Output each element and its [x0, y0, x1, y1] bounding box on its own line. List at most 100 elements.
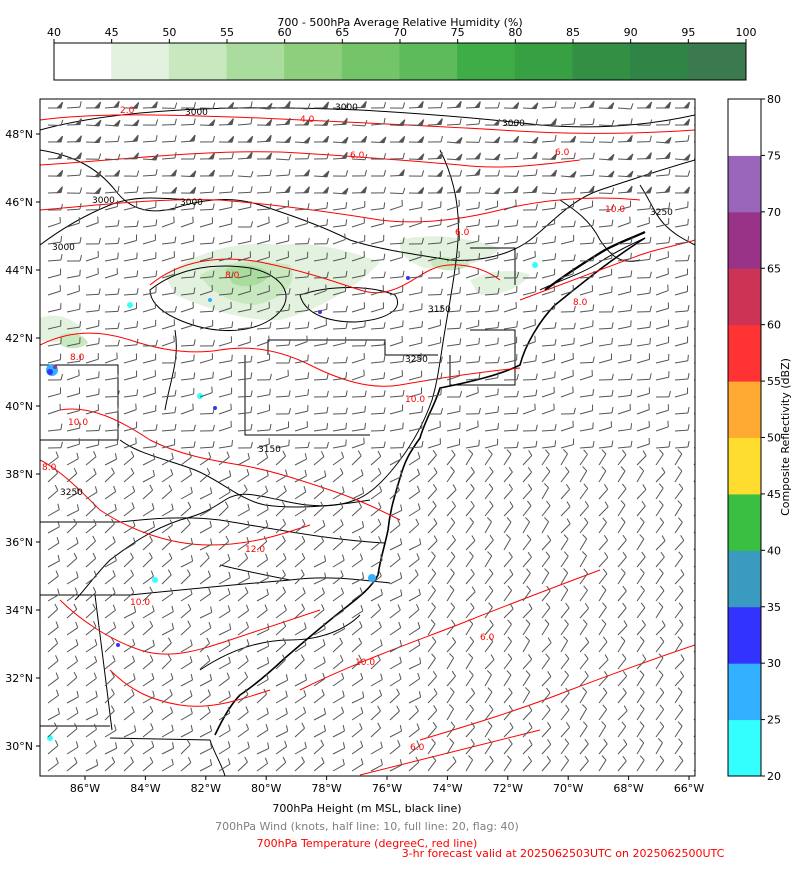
wind-barb — [199, 711, 211, 721]
wind-barb — [123, 394, 137, 398]
svg-text:3000: 3000 — [185, 108, 208, 118]
wind-barb — [617, 310, 631, 313]
wind-barb — [47, 456, 59, 466]
wind-barb — [503, 453, 512, 466]
wind-barb — [199, 392, 213, 398]
wind-barb — [142, 557, 153, 568]
wind-barb — [351, 428, 365, 432]
wind-barb — [85, 222, 99, 228]
wind-barb — [465, 573, 475, 585]
svg-text:6.0: 6.0 — [350, 151, 365, 161]
wind-barb — [446, 444, 460, 449]
rh-colorbar-cell — [457, 42, 516, 81]
longitude-label: 86°W — [70, 782, 100, 795]
wind-barb — [617, 640, 626, 653]
wind-barb — [294, 727, 305, 738]
wind-barb — [275, 696, 288, 704]
wind-barb — [85, 745, 97, 755]
wind-barb — [541, 192, 556, 195]
wind-barb — [408, 728, 420, 738]
wind-barb — [237, 542, 250, 551]
wind-barb — [541, 140, 555, 143]
wind-barb — [161, 157, 176, 160]
wind-barb — [256, 174, 271, 177]
wind-barb — [389, 595, 402, 602]
wind-barb — [85, 540, 96, 551]
wind-barb — [142, 429, 157, 432]
wind-barb — [389, 205, 403, 211]
wind-barb — [123, 574, 134, 585]
wind-barb — [598, 675, 609, 687]
wind-barb — [123, 293, 138, 296]
svg-text:3150: 3150 — [428, 305, 451, 315]
wind-barb — [617, 258, 631, 262]
wind-barb — [370, 764, 383, 772]
svg-text:8.0: 8.0 — [42, 463, 57, 473]
latitude-label: 46°N — [5, 196, 33, 209]
wind-barb — [142, 307, 156, 313]
wind-barb — [617, 710, 628, 721]
wind-barb — [47, 490, 59, 500]
wind-barb — [294, 360, 308, 364]
wind-barb — [389, 627, 402, 636]
wind-barb — [351, 626, 363, 636]
wind-barb — [180, 609, 192, 619]
wind-barb — [123, 744, 134, 755]
wind-barb — [427, 726, 437, 738]
wind-barb — [180, 744, 191, 755]
wind-barb — [142, 625, 153, 636]
wind-barb — [522, 691, 531, 704]
wind-barb — [427, 378, 441, 381]
wind-barb — [674, 206, 688, 211]
wind-barb — [104, 443, 118, 449]
wind-barb — [180, 344, 195, 347]
wind-barb — [579, 375, 593, 381]
wind-barb — [199, 508, 212, 517]
wind-barb — [142, 446, 156, 449]
wind-barb — [275, 713, 288, 721]
wind-barb — [351, 455, 362, 466]
wind-barb — [294, 508, 307, 517]
reflectivity-colorbar-tick-label: 25 — [767, 714, 781, 727]
wind-barb — [503, 157, 518, 160]
wind-barb — [370, 659, 381, 670]
wind-barb — [389, 325, 403, 330]
wind-barb — [275, 609, 287, 619]
latitude-label: 32°N — [5, 672, 33, 685]
wind-barb — [389, 577, 402, 585]
wind-barb — [617, 556, 627, 568]
reflectivity-colorbar-cell — [727, 267, 762, 326]
wind-barb — [180, 543, 193, 551]
wind-barb — [617, 692, 627, 704]
wind-barb — [332, 507, 344, 517]
wind-barb — [446, 310, 460, 313]
wind-barb — [484, 760, 494, 772]
wind-barb — [218, 307, 232, 313]
wind-barb — [389, 361, 403, 364]
wind-barb — [294, 712, 306, 721]
wind-barb — [427, 658, 436, 670]
coastlines-borders — [40, 149, 695, 776]
wind-barb — [636, 659, 647, 670]
wind-barb — [560, 358, 574, 364]
wind-barb — [389, 609, 401, 619]
wind-barb — [256, 275, 270, 279]
wind-barb — [237, 290, 251, 296]
wind-barb — [636, 759, 645, 772]
wind-barb — [636, 208, 650, 211]
wind-barb — [161, 444, 175, 449]
wind-barb — [446, 327, 461, 330]
wind-barb — [218, 456, 230, 466]
wind-barb — [256, 747, 269, 755]
wind-barb — [256, 525, 269, 534]
wind-barb — [503, 590, 513, 602]
wind-barb — [465, 591, 476, 602]
wind-barb — [47, 509, 60, 517]
wind-barb — [389, 341, 403, 347]
wind-barb — [85, 506, 96, 517]
wind-barb — [161, 524, 173, 534]
wind-barb — [427, 540, 438, 551]
reflectivity-colorbar-tick-label: 70 — [767, 206, 781, 219]
wind-barb — [237, 610, 249, 619]
wind-barb — [389, 678, 402, 687]
